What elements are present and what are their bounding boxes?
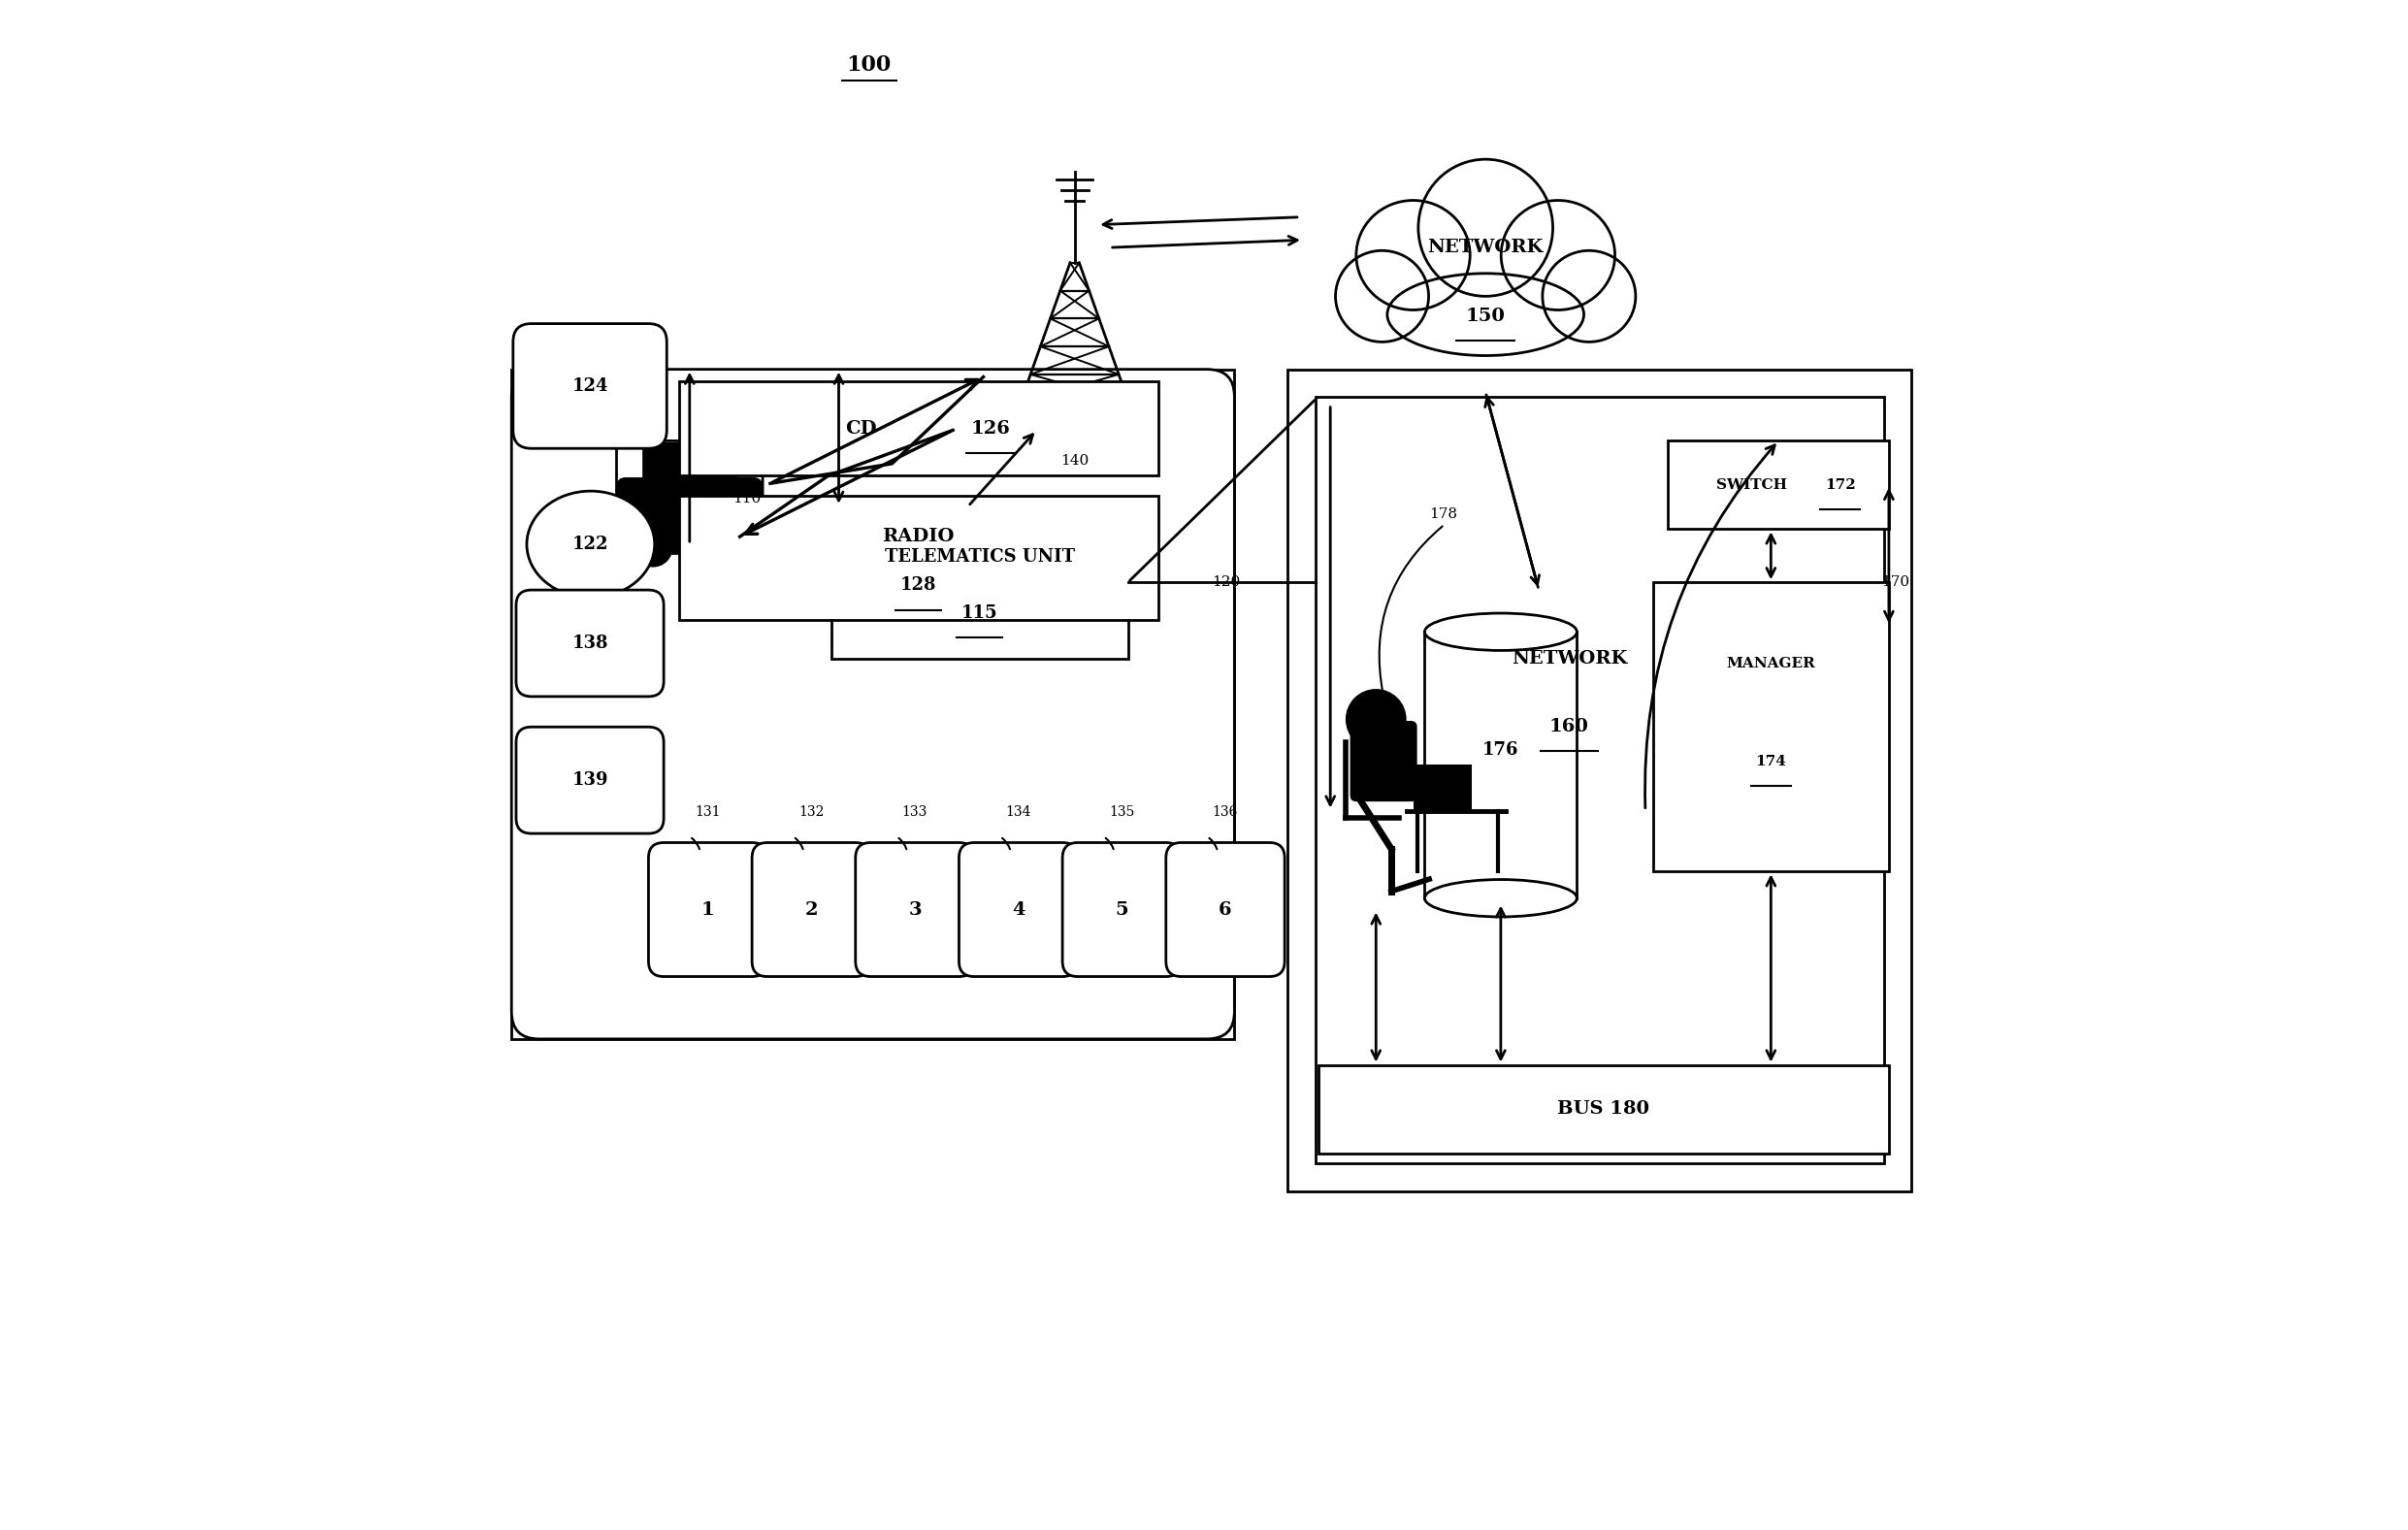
- Text: 122: 122: [573, 536, 609, 552]
- Text: 6: 6: [1218, 901, 1233, 918]
- Text: CD: CD: [845, 419, 877, 438]
- FancyBboxPatch shape: [1062, 843, 1182, 976]
- FancyBboxPatch shape: [648, 843, 768, 976]
- FancyBboxPatch shape: [510, 369, 1235, 1039]
- Bar: [1317, 1065, 1888, 1154]
- Ellipse shape: [1503, 571, 1637, 707]
- Text: BUS 180: BUS 180: [1558, 1100, 1649, 1118]
- Text: 110: 110: [732, 491, 761, 505]
- Text: 174: 174: [1755, 754, 1787, 768]
- Text: 170: 170: [1881, 575, 1910, 589]
- Text: MANAGER: MANAGER: [1727, 656, 1816, 670]
- Text: TELEMATICS UNIT: TELEMATICS UNIT: [884, 548, 1074, 565]
- Bar: [1315, 396, 1885, 1164]
- Ellipse shape: [1426, 880, 1577, 916]
- Ellipse shape: [1418, 661, 1512, 753]
- Text: 135: 135: [1110, 805, 1134, 819]
- Text: 131: 131: [696, 805, 720, 819]
- Text: 138: 138: [571, 635, 609, 652]
- Text: 100: 100: [848, 54, 891, 75]
- Ellipse shape: [1500, 200, 1616, 311]
- Bar: [679, 381, 1158, 476]
- Bar: [1288, 369, 1912, 1192]
- Bar: [1652, 583, 1888, 872]
- FancyBboxPatch shape: [513, 324, 667, 448]
- Text: 160: 160: [1548, 718, 1589, 736]
- Ellipse shape: [1584, 612, 1698, 721]
- Ellipse shape: [1387, 274, 1584, 355]
- Ellipse shape: [1418, 159, 1553, 297]
- Text: 178: 178: [1430, 506, 1457, 520]
- Text: 132: 132: [799, 805, 824, 819]
- Bar: [831, 506, 1127, 658]
- Text: NETWORK: NETWORK: [1512, 650, 1628, 667]
- Text: RADIO: RADIO: [881, 528, 956, 546]
- Ellipse shape: [1336, 251, 1428, 341]
- Circle shape: [1346, 688, 1406, 750]
- Bar: [510, 369, 1235, 1039]
- Ellipse shape: [1426, 614, 1577, 650]
- Text: 124: 124: [571, 378, 609, 395]
- Text: 4: 4: [1011, 901, 1026, 918]
- Text: 172: 172: [1825, 479, 1857, 491]
- FancyBboxPatch shape: [1165, 843, 1283, 976]
- FancyBboxPatch shape: [515, 591, 665, 696]
- FancyBboxPatch shape: [751, 843, 872, 976]
- Circle shape: [633, 528, 672, 568]
- Text: 176: 176: [1483, 741, 1519, 759]
- Bar: [679, 496, 1158, 621]
- Text: 136: 136: [1214, 805, 1238, 819]
- Text: 150: 150: [1466, 308, 1505, 324]
- Text: 2: 2: [804, 901, 819, 918]
- Text: NETWORK: NETWORK: [1428, 239, 1544, 257]
- Circle shape: [706, 528, 746, 568]
- Bar: [1413, 765, 1471, 811]
- Ellipse shape: [1440, 612, 1553, 721]
- Text: 120: 120: [1211, 575, 1240, 589]
- Text: 128: 128: [901, 577, 937, 594]
- FancyBboxPatch shape: [855, 843, 975, 976]
- Text: 3: 3: [908, 901, 922, 918]
- Text: 134: 134: [1007, 805, 1031, 819]
- Ellipse shape: [527, 491, 655, 598]
- FancyBboxPatch shape: [616, 477, 763, 554]
- Ellipse shape: [1471, 684, 1669, 767]
- Bar: [1669, 441, 1888, 529]
- Text: 1: 1: [701, 901, 715, 918]
- Ellipse shape: [1544, 251, 1635, 341]
- FancyBboxPatch shape: [1351, 721, 1416, 802]
- Text: 5: 5: [1115, 901, 1129, 918]
- Ellipse shape: [1356, 200, 1469, 311]
- FancyBboxPatch shape: [643, 442, 737, 497]
- FancyBboxPatch shape: [958, 843, 1079, 976]
- Text: 140: 140: [1060, 454, 1088, 467]
- Ellipse shape: [1625, 661, 1719, 753]
- FancyBboxPatch shape: [515, 727, 665, 834]
- Text: 115: 115: [961, 604, 997, 621]
- Text: 133: 133: [903, 805, 927, 819]
- Text: 126: 126: [970, 419, 1011, 438]
- Text: 139: 139: [571, 771, 609, 789]
- Bar: [1426, 632, 1577, 898]
- Text: SWITCH: SWITCH: [1717, 479, 1787, 491]
